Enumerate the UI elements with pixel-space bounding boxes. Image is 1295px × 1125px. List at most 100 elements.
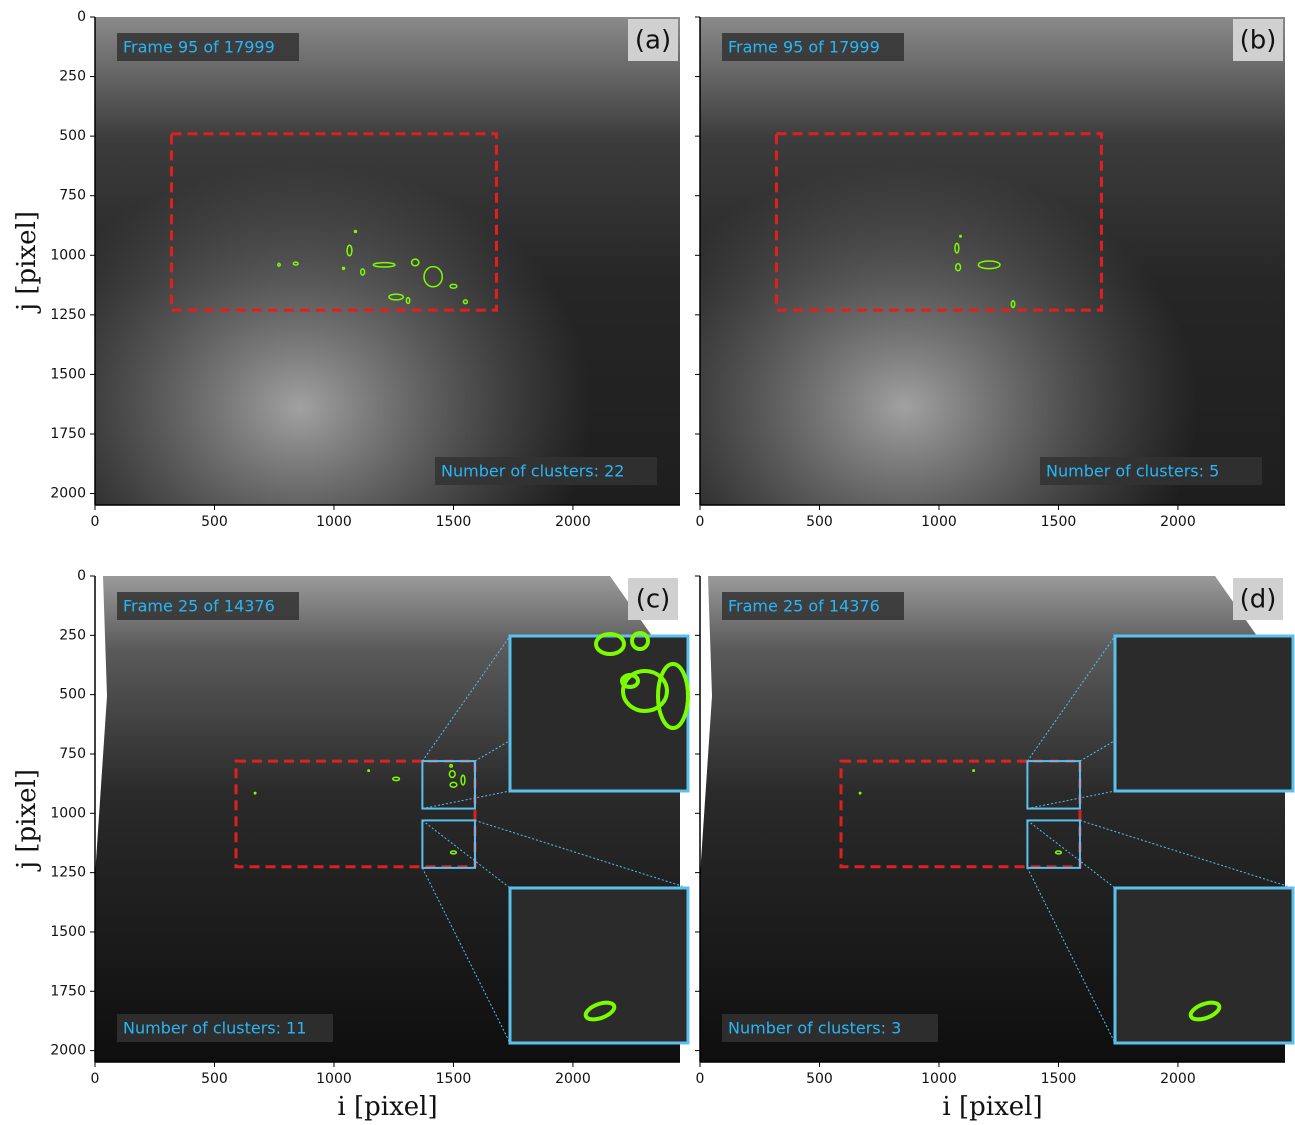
cluster-ellipse <box>292 261 299 266</box>
x-tick-label: 1000 <box>316 514 352 530</box>
cluster-ellipse <box>388 293 405 301</box>
cluster-ellipse <box>954 262 962 272</box>
zoom-box <box>1026 760 1081 810</box>
x-tick-label: 2000 <box>1160 514 1196 530</box>
frame-label-bg <box>117 33 299 61</box>
cluster-ellipse <box>253 791 257 795</box>
cluster-ellipse <box>391 776 401 782</box>
panel: 0 500 1000 1500 2000 i [pixel] (d) Frame 25 of … <box>695 575 1295 1122</box>
zoom-box <box>421 760 476 810</box>
clusters-label-bg <box>435 457 657 485</box>
cluster-ellipse <box>449 763 454 768</box>
cluster-ellipse <box>462 299 469 305</box>
inset-ellipse <box>1188 1000 1222 1022</box>
inset-ellipse <box>656 662 690 730</box>
region-box <box>774 132 1103 312</box>
x-tick-label: 1500 <box>436 514 472 530</box>
y-tick-label: 500 <box>59 687 86 703</box>
clusters-label: Number of clusters: 11 <box>123 1019 306 1038</box>
cluster-ellipse <box>372 261 396 268</box>
zoom-line <box>1027 820 1116 889</box>
x-tick-label: 0 <box>696 514 705 530</box>
region-box <box>839 759 1082 869</box>
frame-label-bg <box>722 33 904 61</box>
cluster-ellipse <box>341 266 346 271</box>
y-tick-label: 0 <box>77 568 86 584</box>
cluster-ellipse <box>449 850 458 855</box>
cluster-ellipse <box>959 234 962 238</box>
y-tick-label: 750 <box>59 746 86 762</box>
x-tick-label: 500 <box>201 1071 228 1087</box>
x-tick-label: 500 <box>201 514 228 530</box>
photo-foam <box>95 17 680 505</box>
clusters-label: Number of clusters: 3 <box>728 1019 901 1038</box>
frame-label: Frame 25 of 14376 <box>728 597 880 616</box>
zoom-box <box>1026 819 1081 869</box>
cluster-ellipse <box>449 781 458 788</box>
frame-label: Frame 25 of 14376 <box>123 597 275 616</box>
zoom-line <box>1026 635 1116 762</box>
panel: 0 500 1000 1500 2000 (b) Frame 95 of 17999 Numb… <box>695 16 1285 530</box>
clusters-label-bg <box>117 1014 333 1042</box>
x-tick-label: 1000 <box>921 1071 957 1087</box>
zoom-box <box>421 819 476 869</box>
x-tick-label: 0 <box>696 1071 705 1087</box>
cluster-ellipse <box>410 258 420 267</box>
y-tick-label: 1250 <box>50 865 86 881</box>
zoom-line <box>1026 867 1116 1044</box>
y-tick-label: 0 <box>77 9 86 25</box>
x-tick-label: 500 <box>806 1071 833 1087</box>
cluster-ellipse <box>977 260 1001 270</box>
region-box <box>169 132 498 312</box>
x-axis-label: i [pixel] <box>942 1092 1042 1122</box>
y-axis-label: j [pixel] <box>12 769 42 872</box>
cluster-ellipse <box>346 244 353 257</box>
panel: 0 500 1000 1500 2000 0 250 500 750 1000 1250 1500 17… <box>12 9 680 530</box>
y-tick-label: 250 <box>59 627 86 643</box>
x-axis-label: i [pixel] <box>337 1092 437 1122</box>
zoom-line <box>1079 819 1294 889</box>
y-tick-label: 2000 <box>50 1043 86 1059</box>
cluster-ellipse <box>277 262 281 268</box>
inset-ellipse <box>594 632 626 656</box>
panel-label-bg <box>1233 19 1283 61</box>
region-box <box>234 759 477 869</box>
cluster-ellipse <box>954 242 960 254</box>
cluster-ellipse <box>353 229 358 234</box>
cluster-ellipse <box>449 283 458 289</box>
panel-label-bg <box>1233 578 1283 620</box>
y-tick-label: 2000 <box>50 486 86 502</box>
y-tick-label: 1500 <box>50 924 86 940</box>
zoom-line <box>422 820 511 889</box>
panel-label: (b) <box>1240 26 1277 56</box>
cluster-ellipse <box>448 770 456 779</box>
y-tick-label: 1000 <box>50 805 86 821</box>
x-tick-label: 1500 <box>1041 1071 1077 1087</box>
cluster-ellipse <box>405 296 411 305</box>
x-tick-label: 1000 <box>316 1071 352 1087</box>
x-tick-label: 0 <box>91 1071 100 1087</box>
cluster-ellipse <box>972 769 976 773</box>
x-tick-label: 1500 <box>1041 514 1077 530</box>
panel-label: (c) <box>636 585 671 615</box>
clusters-label: Number of clusters: 5 <box>1046 462 1219 481</box>
frame-label-bg <box>722 592 904 620</box>
panel-label-bg <box>628 19 678 61</box>
cluster-ellipse <box>423 265 444 288</box>
y-tick-label: 1000 <box>50 247 86 263</box>
panel: 0 500 1000 1500 2000 0 250 500 750 1000 1250 1500 17… <box>12 568 690 1122</box>
panel-label-bg <box>628 578 678 620</box>
inset-ellipse <box>621 669 669 713</box>
y-tick-label: 1750 <box>50 983 86 999</box>
cluster-ellipse <box>359 268 366 276</box>
clusters-label-bg <box>1040 457 1262 485</box>
x-tick-label: 2000 <box>555 1071 591 1087</box>
y-tick-label: 500 <box>59 128 86 144</box>
x-tick-label: 2000 <box>1160 1071 1196 1087</box>
frame-label: Frame 95 of 17999 <box>123 38 275 57</box>
x-tick-label: 1500 <box>436 1071 472 1087</box>
zoom-line <box>422 790 511 810</box>
y-tick-label: 750 <box>59 188 86 204</box>
clusters-label-bg <box>722 1014 938 1042</box>
